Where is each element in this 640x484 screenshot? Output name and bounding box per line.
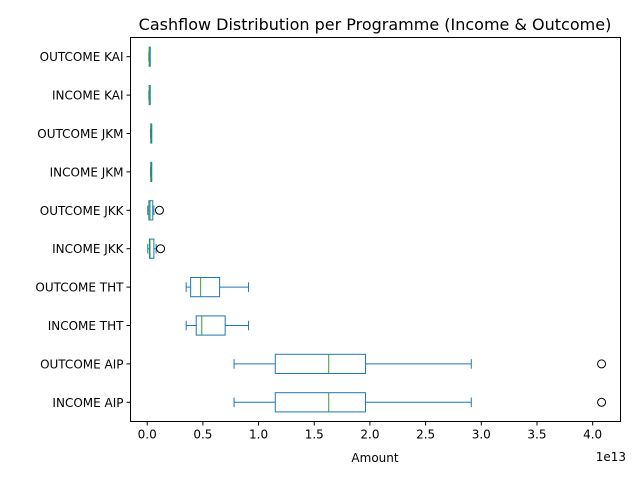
axes-frame [130,37,621,422]
x-tick-label: 3.5 [527,428,546,442]
box-iqr [190,277,221,298]
box-iqr [148,238,155,259]
outlier-point [156,244,166,254]
y-tick-label: OUTCOME JKM [37,127,123,141]
chart-title: Cashflow Distribution per Programme (Inc… [139,15,612,34]
outlier-point [597,359,607,369]
x-axis-label: Amount [351,451,398,465]
box-iqr [274,353,366,374]
y-tick-label: INCOME JKK [52,242,124,256]
x-tick-label: 0.0 [138,428,157,442]
x-tick-label: 4.0 [583,428,602,442]
box-iqr [274,392,366,413]
y-tick-label: OUTCOME JKK [40,204,125,218]
outlier-point [597,397,607,407]
x-tick-label: 0.5 [193,428,212,442]
y-tick-label: OUTCOME KAI [40,50,124,64]
box-iqr [195,315,226,336]
outlier-point [154,205,164,215]
box-iqr [148,200,154,221]
plot-area: 0.0 0.5 1.0 1.5 2.0 2.5 3.0 3.5 4.0 INCOME AIP OUT… [35,46,607,442]
y-tick-label: OUTCOME THT [35,281,124,295]
x-tick-label: 1.0 [249,428,268,442]
y-tick-label: OUTCOME AIP [40,357,123,371]
y-tick-label: INCOME AIP [52,396,123,410]
x-tick-label: 1.5 [305,428,324,442]
x-tick-label: 2.0 [360,428,379,442]
y-tick-label: INCOME THT [48,319,124,333]
x-tick-label: 2.5 [416,428,435,442]
x-axis-offset-label: 1e13 [596,450,626,464]
y-tick-label: INCOME KAI [52,89,124,103]
x-tick-label: 3.0 [472,428,491,442]
y-tick-label: INCOME JKM [50,165,124,179]
